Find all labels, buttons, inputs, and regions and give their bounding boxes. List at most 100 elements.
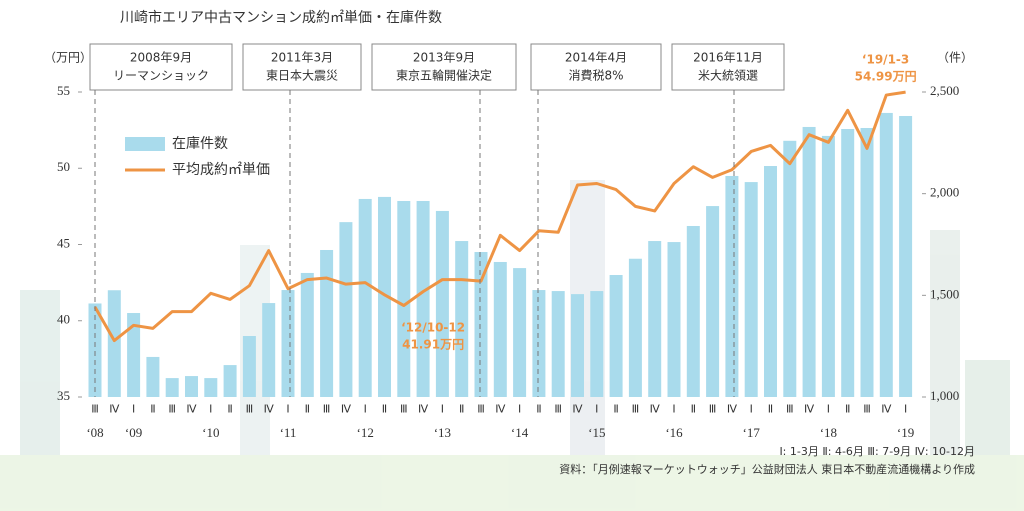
bar	[667, 242, 681, 397]
event-box	[671, 43, 785, 91]
x-tick-label: Ⅲ	[323, 404, 331, 416]
x-tick-label: Ⅳ	[109, 404, 120, 416]
x-tick-label: Ⅰ	[286, 404, 289, 416]
year-label: ‘09	[125, 425, 142, 440]
y2-tick-label: 2,000	[930, 185, 959, 200]
bar	[725, 175, 739, 397]
bar	[532, 290, 546, 397]
bar	[146, 356, 160, 397]
x-tick-label: Ⅰ	[827, 404, 830, 416]
event-date: 2011年3月	[271, 51, 333, 65]
bar	[435, 210, 449, 397]
x-tick-label: Ⅲ	[168, 404, 176, 416]
building	[930, 230, 960, 460]
x-tick-label: Ⅲ	[709, 404, 717, 416]
point-date-label: ‘19/1-3	[862, 53, 909, 67]
event-box	[530, 43, 662, 91]
y-unit: （万円）	[44, 51, 92, 65]
x-tick-label: Ⅳ	[186, 404, 197, 416]
x-tick-label: Ⅳ	[572, 404, 583, 416]
bar	[648, 241, 662, 397]
bar	[185, 376, 198, 397]
x-tick-label: Ⅰ	[209, 404, 212, 416]
bar	[165, 378, 179, 397]
year-label: ‘14	[511, 425, 529, 440]
event-label: 東京五輪開催決定	[396, 68, 492, 83]
x-tick-label: Ⅱ	[613, 404, 618, 416]
building	[20, 290, 60, 460]
year-label: ‘10	[202, 425, 219, 440]
x-tick-label: Ⅳ	[881, 404, 892, 416]
y2-tick-label: 1,500	[930, 286, 959, 301]
legend-swatch	[125, 137, 165, 151]
bar	[339, 222, 353, 397]
event-date: 2016年11月	[693, 51, 763, 65]
bar	[242, 336, 256, 397]
event-date: 2014年4月	[565, 51, 627, 65]
y-tick-label: 50	[57, 159, 70, 174]
bar	[416, 200, 430, 397]
x-tick-label: Ⅳ	[264, 404, 275, 416]
year-label: ‘15	[588, 425, 605, 440]
y2-tick-label: 2,500	[930, 83, 959, 98]
bar	[879, 112, 893, 398]
bar	[300, 272, 314, 397]
x-tick-label: Ⅰ	[672, 404, 675, 416]
legend-label: 平均成約㎡単価	[172, 162, 270, 178]
bar	[744, 182, 758, 397]
event-box	[242, 43, 362, 91]
bar	[860, 127, 874, 398]
chart-title: 川崎市エリア中古マンション成約㎡単価・在庫件数	[120, 9, 442, 26]
year-label: ‘16	[665, 425, 683, 440]
x-tick-label: Ⅱ	[150, 404, 155, 416]
x-tick-label: Ⅳ	[418, 404, 429, 416]
event-date: 2013年9月	[413, 51, 475, 65]
bar	[455, 241, 469, 397]
point-date-label: ‘12/10-12	[401, 321, 465, 335]
x-tick-label: Ⅰ	[132, 404, 135, 416]
bar	[609, 275, 623, 397]
x-tick-label: Ⅱ	[459, 404, 464, 416]
bar	[802, 126, 816, 398]
bar	[358, 198, 372, 397]
x-tick-label: Ⅲ	[246, 404, 254, 416]
x-tick-label: Ⅳ	[341, 404, 352, 416]
y-tick-label: 35	[57, 388, 70, 403]
x-tick-label: Ⅳ	[650, 404, 661, 416]
bar	[223, 365, 237, 397]
bar	[628, 258, 642, 397]
y-tick-label: 55	[57, 83, 70, 98]
point-value-label: 41.91万円	[402, 338, 464, 352]
x-tick-label: Ⅰ	[904, 404, 907, 416]
price-line	[93, 90, 906, 343]
event-label: 消費税8%	[568, 68, 623, 83]
y2-tick-label: 1,000	[930, 388, 959, 403]
bar	[764, 166, 777, 397]
event-box	[89, 43, 233, 91]
x-tick-label: Ⅱ	[227, 404, 232, 416]
bar	[899, 115, 913, 397]
bar	[551, 291, 565, 397]
y2-unit: （件）	[937, 51, 973, 65]
x-tick-label: Ⅱ	[536, 404, 541, 416]
x-tick-label: Ⅳ	[727, 404, 738, 416]
bar	[127, 313, 141, 397]
year-label: ‘08	[86, 425, 103, 440]
year-label: ‘19	[897, 425, 914, 440]
bar	[474, 252, 488, 397]
bar	[513, 268, 527, 397]
city-backdrop	[0, 180, 1024, 511]
x-tick-label: Ⅱ	[305, 404, 310, 416]
point-value-label: 54.99万円	[855, 70, 917, 84]
bar	[571, 294, 584, 397]
bar	[378, 196, 391, 397]
bar	[397, 200, 411, 397]
bar	[821, 135, 835, 398]
bar	[783, 140, 797, 398]
building	[965, 360, 1010, 460]
event-label: リーマンショック	[113, 69, 209, 83]
x-tick-label: Ⅰ	[750, 404, 753, 416]
bar	[706, 206, 720, 397]
bar	[320, 249, 334, 397]
